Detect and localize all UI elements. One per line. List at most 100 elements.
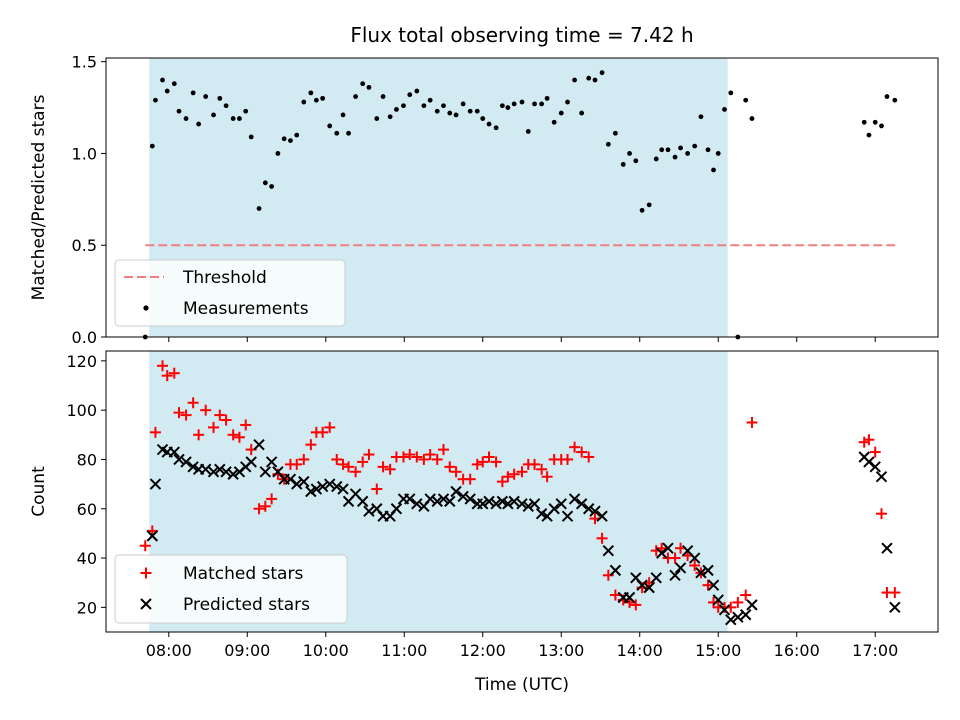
matched-star-point (732, 596, 744, 608)
measurement-point (237, 116, 242, 121)
matched-star-point (331, 453, 343, 465)
matched-star-point (411, 451, 423, 463)
matched-star-point (149, 426, 161, 438)
x-tick-label: 08:00 (146, 641, 192, 660)
measurement-point (743, 97, 749, 103)
predicted-star-point (516, 498, 528, 510)
count-points (139, 360, 901, 626)
measurement-point (334, 130, 340, 136)
matched-star-point (450, 466, 462, 478)
predicted-star-point (869, 461, 881, 473)
predicted-star-point (623, 591, 636, 604)
x-tick-label: 17:00 (852, 641, 898, 660)
predicted-star-point (583, 503, 595, 515)
matched-star-point (576, 446, 588, 458)
bot-y-tick-label: 80 (77, 450, 97, 469)
predicted-star-point (207, 466, 220, 478)
ratio-y-axis-label: Matched/Predicted stars (29, 94, 49, 300)
legend-measurements-label: Measurements (183, 299, 309, 319)
x-tick-label: 10:00 (303, 641, 349, 660)
matched-star-point (424, 449, 436, 461)
measurement-point (190, 90, 196, 96)
measurement-point (715, 151, 721, 156)
predicted-star-point (199, 463, 212, 476)
top-y-tick-label: 1.0 (72, 144, 97, 163)
predicted-star-point (291, 478, 303, 490)
matched-star-point (889, 587, 901, 599)
predicted-star-point (746, 599, 758, 611)
measurement-point (340, 112, 346, 118)
measurement-point (327, 123, 333, 129)
matched-star-point (139, 540, 151, 552)
predicted-star-point (875, 471, 888, 483)
count-ticks: 08:00 09:00 10:00 11:00 12:00 13:00 14:00 15:00… (66, 352, 898, 660)
x-tick-label: 16:00 (774, 641, 820, 660)
matched-star-point (562, 453, 574, 465)
measurement-point (262, 180, 268, 186)
measurement-point (353, 94, 358, 99)
matched-star-point (496, 476, 508, 488)
measurement-point (387, 114, 393, 120)
matched-star-point (431, 453, 443, 465)
measurement-point (539, 101, 545, 107)
legend-frame (114, 554, 348, 624)
measurement-point (749, 116, 755, 121)
legend-frame (114, 259, 346, 327)
measurement-point (605, 141, 611, 147)
matched-star-point (173, 407, 185, 419)
measurement-point (211, 112, 216, 118)
measurement-point (467, 108, 473, 114)
matched-star-point (157, 360, 169, 372)
ratio-panel: 0.0 0.5 1.0 1.5 Matched/Predicted stars Thr… (29, 53, 939, 347)
measurement-point (592, 77, 598, 83)
predicted-star-point (528, 498, 541, 510)
predicted-star-point (889, 601, 901, 614)
measurement-point (153, 97, 158, 103)
predicted-star-point (674, 562, 687, 574)
measurement-point (203, 94, 209, 99)
matched-star-point (324, 421, 336, 433)
measurement-point (532, 101, 537, 107)
predicted-star-point (561, 510, 574, 522)
matched-star-point (477, 456, 489, 468)
measurement-point (579, 110, 585, 116)
matched-star-point (502, 471, 514, 483)
matched-star-point (291, 458, 303, 470)
predicted-star-point (732, 611, 744, 623)
predicted-star-point (337, 483, 349, 495)
measurement-point (599, 70, 605, 76)
measurement-point (414, 88, 420, 94)
measurement-point (171, 81, 177, 87)
matched-star-point (483, 451, 495, 463)
predicted-star-point (411, 498, 423, 510)
matched-star-point (168, 367, 180, 379)
predicted-star-point (431, 495, 443, 508)
count-panel: 08:00 09:00 10:00 11:00 12:00 13:00 14:00 15:00… (29, 350, 939, 660)
matched-star-point (858, 436, 870, 448)
measurement-point (646, 202, 652, 208)
matched-star-point (371, 483, 383, 495)
measurement-point (427, 97, 433, 103)
predicted-star-point (173, 453, 185, 466)
measurement-point (160, 77, 165, 83)
matched-star-point (397, 451, 409, 463)
ratio-ticks: 0.0 0.5 1.0 1.5 (72, 53, 876, 347)
measurement-point (360, 81, 366, 87)
measurement-point (639, 207, 645, 213)
matched-star-point (214, 409, 226, 421)
matched-star-point (305, 439, 317, 451)
measurement-point (633, 158, 639, 164)
matched-star-point (180, 409, 192, 421)
predicted-star-point (265, 456, 278, 468)
measurement-point (692, 143, 698, 149)
measurement-point (705, 147, 711, 153)
predicted-star-point (688, 552, 701, 564)
measurement-point (183, 116, 189, 121)
top-y-tick-label: 0.5 (72, 236, 97, 255)
matched-star-point (298, 453, 310, 465)
matched-star-point (404, 449, 416, 461)
legend-measurements-swatch (143, 305, 149, 311)
measurement-point (294, 132, 300, 138)
measurement-point (665, 147, 671, 153)
